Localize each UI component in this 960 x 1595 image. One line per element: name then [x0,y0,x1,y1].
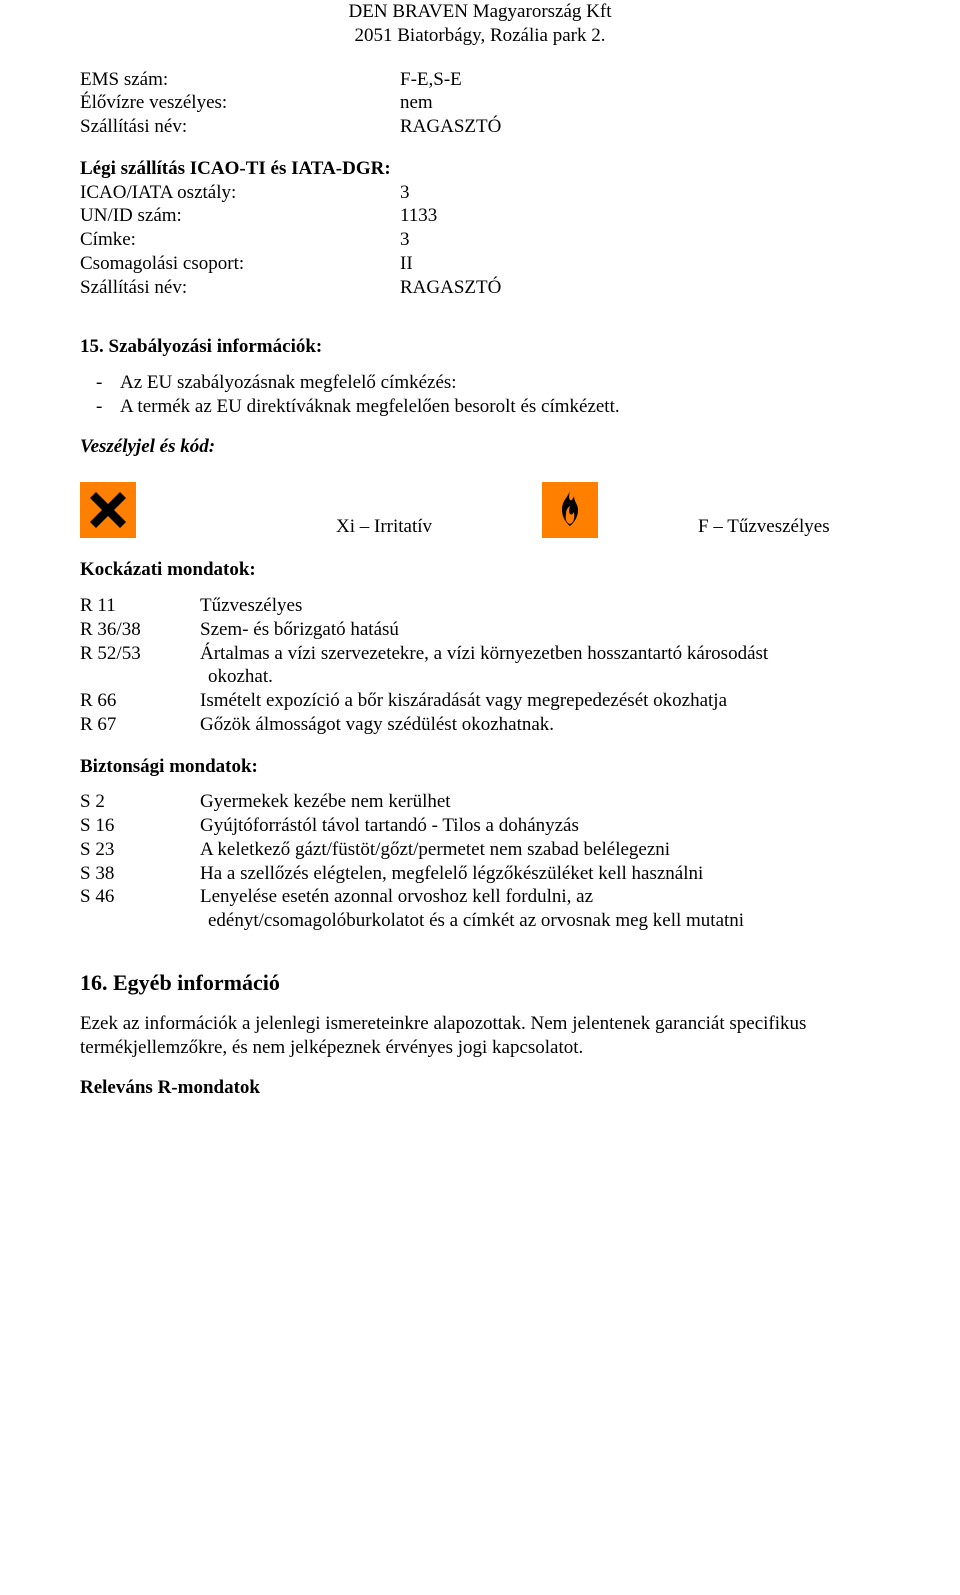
air-shipping-name-row: Szállítási név: RAGASZTÓ [80,276,880,300]
aquatic-row: Élővízre veszélyes: nem [80,91,880,115]
r3638-text: Szem- és bőrizgató hatású [200,618,880,642]
shipping-name-label: Szállítási név: [80,115,400,139]
air-shipping-name-value: RAGASZTÓ [400,276,880,300]
unid-value: 1133 [400,204,880,228]
r66-text: Ismételt expozíció a bőr kiszáradását va… [200,689,880,713]
r67-text: Gőzök álmosságot vagy szédülést okozhatn… [200,713,880,737]
s16-text: Gyújtóforrástól távol tartandó - Tilos a… [200,814,880,838]
hazard-symbols-row: Xi – Irritatív F – Tűzveszélyes [80,482,880,538]
air-heading: Légi szállítás ICAO-TI és IATA-DGR: [80,157,880,181]
s38-row: S 38 Ha a szellőzés elégtelen, megfelelő… [80,862,880,886]
header-line-2: 2051 Biatorbágy, Rozália park 2. [80,24,880,48]
s46-code: S 46 [80,885,200,909]
safety-phrases-heading: Biztonsági mondatok: [80,755,880,779]
r66-row: R 66 Ismételt expozíció a bőr kiszáradás… [80,689,880,713]
r5253-text-cont: okozhat. [80,665,880,689]
s16-row: S 16 Gyújtóforrástól távol tartandó - Ti… [80,814,880,838]
section-15-title: 15. Szabályozási információk: [80,335,880,359]
s23-text: A keletkező gázt/füstöt/gőzt/permetet ne… [200,838,880,862]
ems-row: EMS szám: F-E,S-E [80,68,880,92]
pack-group-label: Csomagolási csoport: [80,252,400,276]
r67-row: R 67 Gőzök álmosságot vagy szédülést oko… [80,713,880,737]
r11-code: R 11 [80,594,200,618]
label-row: Címke: 3 [80,228,880,252]
s46-text: Lenyelése esetén azonnal orvoshoz kell f… [200,885,880,909]
flammable-icon [542,482,598,538]
air-shipping-name-label: Szállítási név: [80,276,400,300]
shipping-name-value: RAGASZTÓ [400,115,880,139]
risk-phrases-heading: Kockázati mondatok: [80,558,880,582]
aquatic-label: Élővízre veszélyes: [80,91,400,115]
label-label: Címke: [80,228,400,252]
f-label: F – Tűzveszélyes [698,515,830,539]
unid-label: UN/ID szám: [80,204,400,228]
unid-row: UN/ID szám: 1133 [80,204,880,228]
s2-code: S 2 [80,790,200,814]
page-header: DEN BRAVEN Magyarország Kft 2051 Biatorb… [80,0,880,48]
section-16-title: 16. Egyéb információ [80,969,880,997]
section-16-paragraph: Ezek az információk a jelenlegi ismerete… [80,1012,880,1060]
icao-class-row: ICAO/IATA osztály: 3 [80,181,880,205]
icao-class-label: ICAO/IATA osztály: [80,181,400,205]
shipping-name-row: Szállítási név: RAGASZTÓ [80,115,880,139]
bullet-2: A termék az EU direktíváknak megfelelően… [120,395,880,419]
irritant-icon [80,482,136,538]
label-value: 3 [400,228,880,252]
bullet-1: Az EU szabályozásnak megfelelő címkézés: [120,371,880,395]
ems-value: F-E,S-E [400,68,880,92]
document-page: DEN BRAVEN Magyarország Kft 2051 Biatorb… [0,0,960,1595]
r3638-row: R 36/38 Szem- és bőrizgató hatású [80,618,880,642]
relevant-r-heading: Releváns R-mondatok [80,1076,880,1100]
r11-text: Tűzveszélyes [200,594,880,618]
xi-label: Xi – Irritatív [336,515,432,539]
s46-text-cont: edényt/csomagolóburkolatot és a címkét a… [80,909,880,933]
r5253-code: R 52/53 [80,642,200,666]
r3638-code: R 36/38 [80,618,200,642]
s16-code: S 16 [80,814,200,838]
s2-row: S 2 Gyermekek kezébe nem kerülhet [80,790,880,814]
s38-code: S 38 [80,862,200,886]
spacer [80,139,880,157]
pack-group-row: Csomagolási csoport: II [80,252,880,276]
hazard-symbol-heading: Veszélyjel és kód: [80,435,880,459]
r11-row: R 11 Tűzveszélyes [80,594,880,618]
section-15-bullets: Az EU szabályozásnak megfelelő címkézés:… [80,371,880,419]
r66-code: R 66 [80,689,200,713]
aquatic-value: nem [400,91,880,115]
s23-row: S 23 A keletkező gázt/füstöt/gőzt/permet… [80,838,880,862]
s38-text: Ha a szellőzés elégtelen, megfelelő légz… [200,862,880,886]
ems-label: EMS szám: [80,68,400,92]
r67-code: R 67 [80,713,200,737]
pack-group-value: II [400,252,880,276]
header-line-1: DEN BRAVEN Magyarország Kft [80,0,880,24]
s23-code: S 23 [80,838,200,862]
r5253-row: R 52/53 Ártalmas a vízi szervezetekre, a… [80,642,880,666]
s2-text: Gyermekek kezébe nem kerülhet [200,790,880,814]
s46-row: S 46 Lenyelése esetén azonnal orvoshoz k… [80,885,880,909]
r5253-text: Ártalmas a vízi szervezetekre, a vízi kö… [200,642,880,666]
icao-class-value: 3 [400,181,880,205]
